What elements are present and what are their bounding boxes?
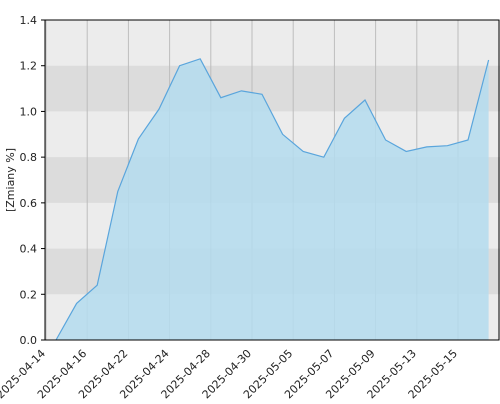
y-tick-label: 0.8 xyxy=(20,151,38,164)
y-tick-label: 0.4 xyxy=(20,243,38,256)
y-axis-label: [Zmiany %] xyxy=(4,148,17,212)
y-tick-label: 0.0 xyxy=(20,334,38,347)
grid-band xyxy=(45,65,500,112)
y-tick-label: 1.2 xyxy=(20,60,38,73)
y-tick-label: 0.2 xyxy=(20,288,38,301)
y-tick-label: 1.0 xyxy=(20,105,38,118)
line xyxy=(55,58,490,341)
y-tick-label: 1.4 xyxy=(20,14,38,27)
y-tick-label: 0.6 xyxy=(20,197,38,210)
area xyxy=(56,58,489,340)
plot-frame xyxy=(44,19,500,341)
